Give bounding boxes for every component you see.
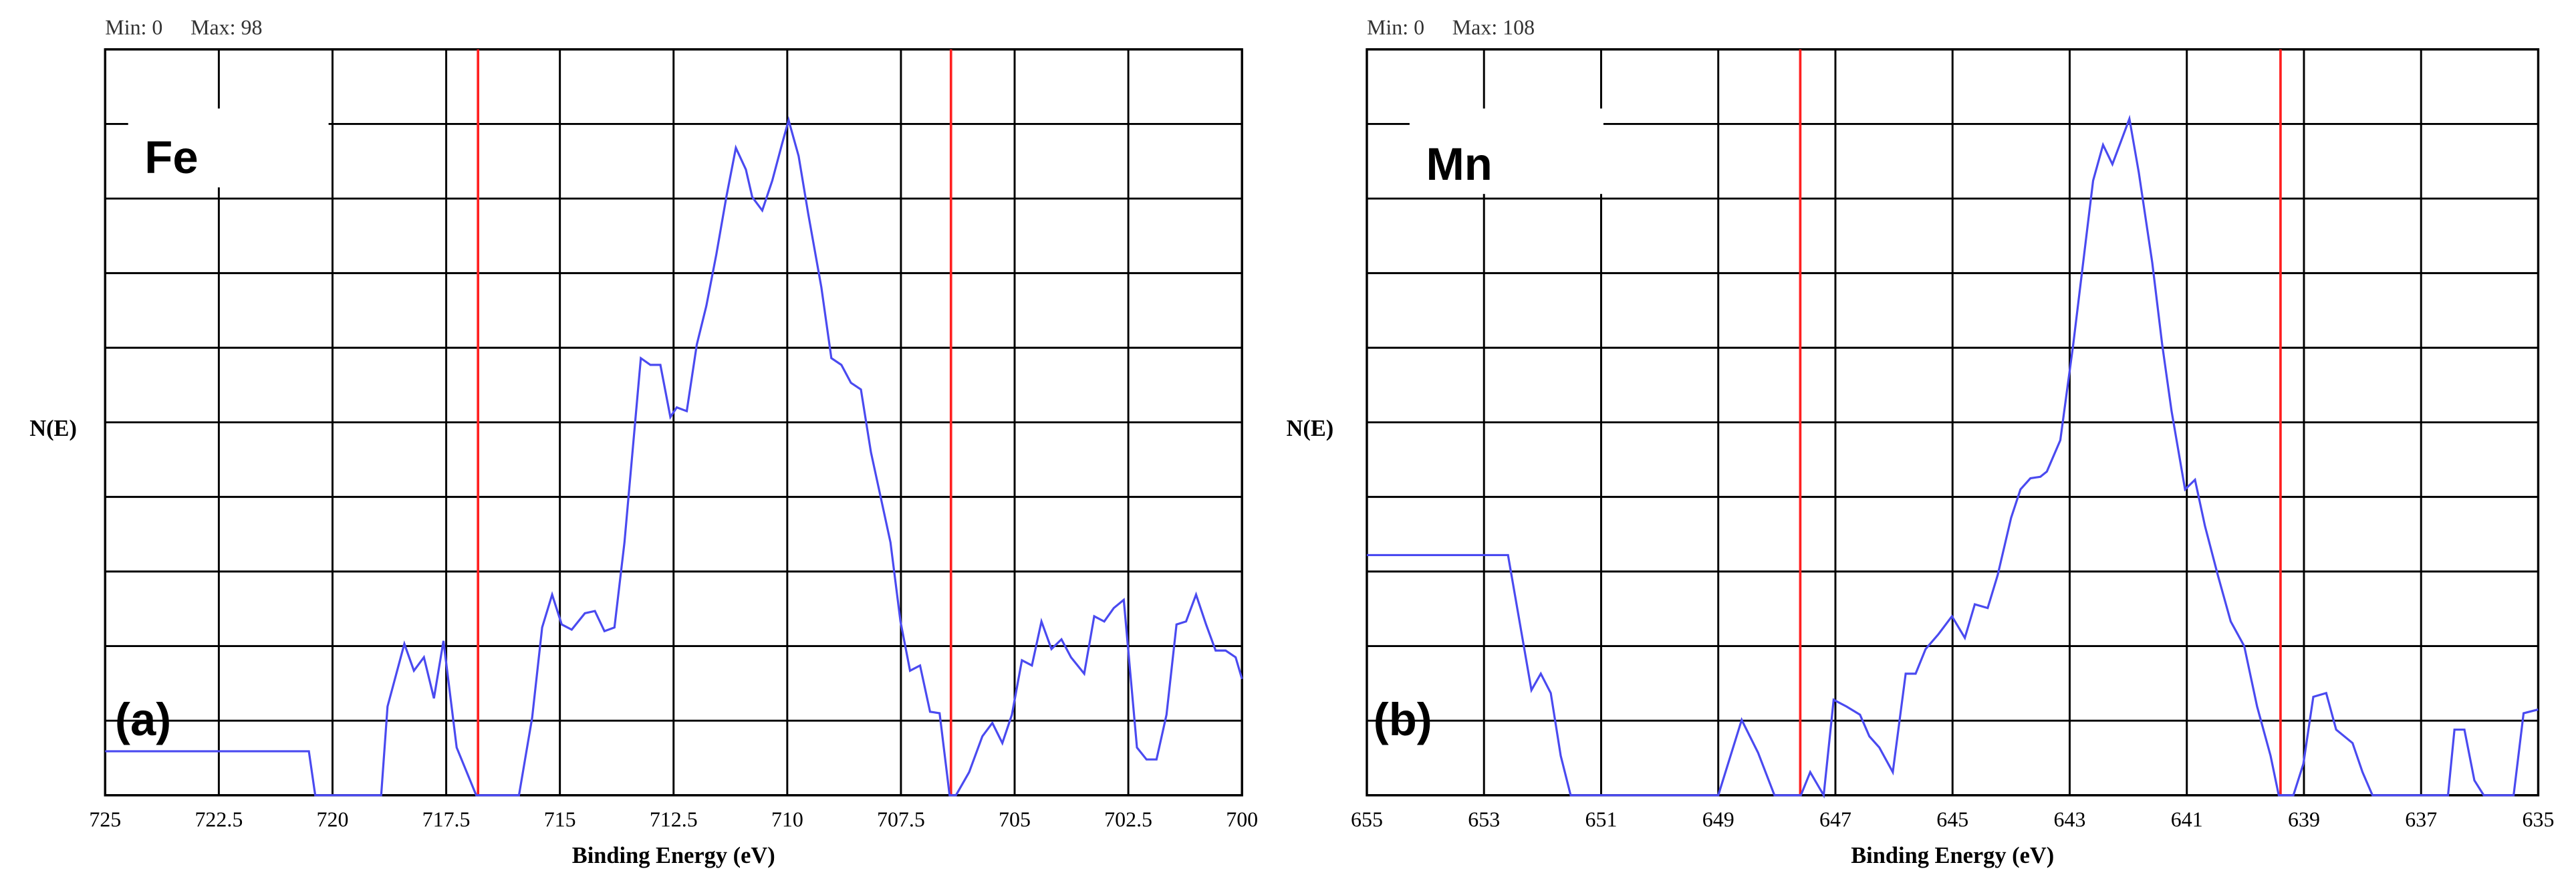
x-tick-label: 641 [2171, 807, 2203, 831]
x-tick-label: 700 [1226, 807, 1258, 831]
x-axis-label: Binding Energy (eV) [572, 843, 775, 868]
x-tick-label: 637 [2405, 807, 2437, 831]
panel-label: (a) [115, 694, 171, 745]
y-axis-label: N(E) [29, 416, 77, 441]
x-axis-label: Binding Energy (eV) [1851, 843, 2054, 868]
x-tick-label: 720 [317, 807, 349, 831]
x-tick-label: 643 [2054, 807, 2086, 831]
label-box [128, 108, 329, 188]
y-axis-label: N(E) [1287, 416, 1334, 441]
x-tick-label: 635 [2523, 807, 2555, 831]
x-tick-label: 707.5 [877, 807, 925, 831]
x-tick-label: 722.5 [195, 807, 243, 831]
x-tick-label: 712.5 [650, 807, 698, 831]
x-tick-label: 717.5 [422, 807, 471, 831]
x-tick-label: 725 [89, 807, 121, 831]
data-line [1366, 114, 2539, 799]
x-tick-label: 702.5 [1104, 807, 1152, 831]
x-tick-label: 647 [1819, 807, 1851, 831]
x-tick-label: 653 [1468, 807, 1500, 831]
x-tick-label: 649 [1702, 807, 1734, 831]
min-label: Min: 0 [1367, 16, 1424, 39]
x-tick-label: 710 [771, 807, 803, 831]
x-tick-label: 705 [999, 807, 1031, 831]
plot-frame [104, 48, 1243, 797]
min-label: Min: 0 [105, 16, 162, 39]
element-label: Fe [144, 132, 198, 183]
x-tick-label: 655 [1351, 807, 1383, 831]
max-label: Max: 98 [190, 16, 262, 39]
element-label: Mn [1426, 138, 1492, 190]
max-label: Max: 108 [1452, 16, 1535, 39]
data-line [105, 116, 1243, 797]
x-tick-label: 651 [1585, 807, 1618, 831]
x-tick-label: 715 [544, 807, 576, 831]
label-box [1409, 108, 1603, 195]
plot-frame [1366, 48, 2540, 797]
x-tick-label: 639 [2288, 807, 2320, 831]
panel-label: (b) [1374, 694, 1432, 745]
x-tick-label: 645 [1936, 807, 1968, 831]
